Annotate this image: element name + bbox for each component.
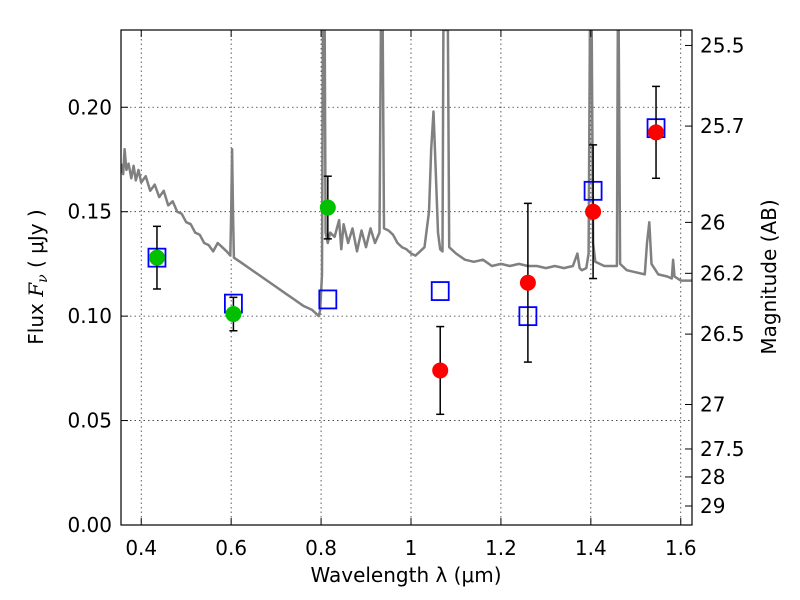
- axis-ticks: 0.4 0.6 0.8 1 1.2 1.4 1.6 0.00 0.05 0.10 0.15 0.20 2…: [67, 30, 745, 560]
- y2-tick-label: 25.7: [700, 114, 745, 138]
- y-tick-label: 0.10: [67, 304, 112, 328]
- observed-point: [432, 362, 449, 379]
- x-tick-label: 0.8: [305, 536, 337, 560]
- y2-tick-label: 29: [700, 494, 725, 518]
- y-axis-label-subscript: ν: [35, 274, 51, 283]
- x-tick-label: 1.6: [665, 536, 697, 560]
- x-tick-label: 1.4: [575, 536, 607, 560]
- plot-frame: [120, 29, 693, 526]
- x-axis-label: Wavelength λ (μm): [310, 563, 501, 587]
- y-tick-label: 0.00: [67, 513, 112, 537]
- observed-point: [148, 249, 165, 266]
- y2-tick-label: 26.2: [700, 261, 745, 285]
- model-photometry-square: [430, 281, 450, 301]
- y2-tick-label: 27: [700, 392, 725, 416]
- y-tick-label: 0.15: [67, 200, 112, 224]
- x-tick-label: 1: [405, 536, 418, 560]
- y2-tick-label: 27.5: [700, 437, 745, 461]
- y2-axis-label: Magnitude (AB): [757, 199, 781, 354]
- x-tick-label: 1.2: [485, 536, 517, 560]
- observed-point: [648, 124, 665, 141]
- y-axis-label-symbol: F: [24, 282, 48, 298]
- y2-tick-label: 26: [700, 210, 725, 234]
- plot-data: [121, 30, 692, 416]
- y2-tick-label: 25.5: [700, 33, 745, 57]
- grid: [121, 30, 692, 526]
- x-tick-label: 0.6: [215, 536, 247, 560]
- observed-point: [225, 306, 242, 323]
- model-photometry-square: [318, 289, 338, 310]
- y-axis-label-post: ( μJy ): [24, 209, 48, 274]
- y2-tick-label: 28: [700, 465, 725, 489]
- observed-point: [319, 199, 336, 216]
- y-axis-label-pre: Flux: [24, 297, 48, 345]
- observed-point: [585, 203, 602, 220]
- y-tick-label: 0.05: [67, 409, 112, 433]
- observed-point: [519, 274, 536, 291]
- model-spectrum-line: [121, 30, 692, 318]
- y-tick-label: 0.20: [67, 95, 112, 119]
- x-tick-label: 0.4: [125, 536, 157, 560]
- y2-tick-label: 26.5: [700, 322, 745, 346]
- y-axis-label: Flux Fν ( μJy ): [24, 209, 51, 344]
